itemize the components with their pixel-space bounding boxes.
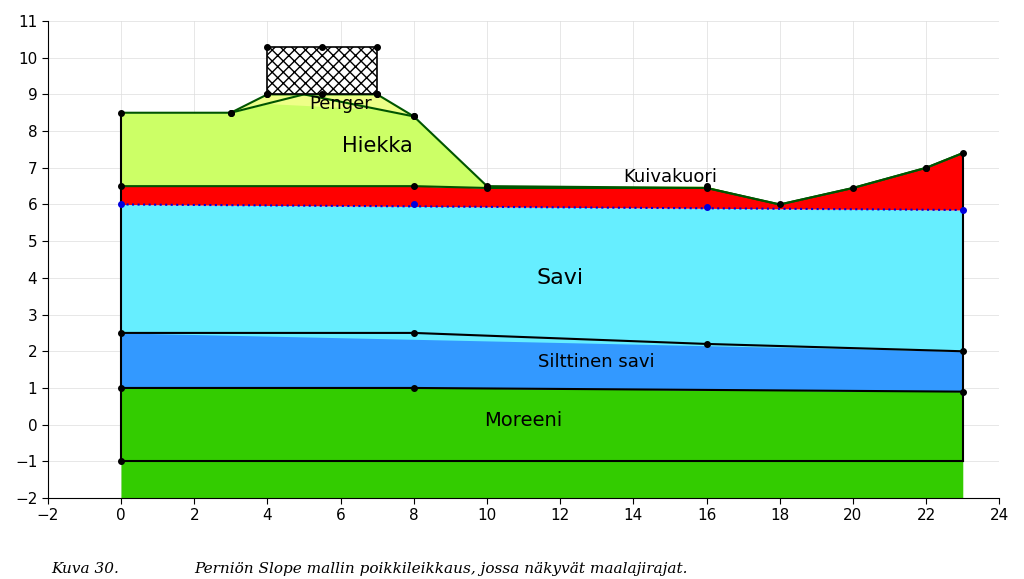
- Text: Perniön Slope mallin poikkileikkaus, jossa näkyvät maalajirajat.: Perniön Slope mallin poikkileikkaus, jos…: [195, 562, 688, 576]
- Text: Savi: Savi: [537, 268, 584, 288]
- Text: Kuva 30.: Kuva 30.: [51, 562, 119, 576]
- Text: Hiekka: Hiekka: [342, 135, 413, 156]
- Text: Penger: Penger: [309, 94, 372, 112]
- Text: Kuivakuori: Kuivakuori: [623, 168, 717, 186]
- Text: Moreeni: Moreeni: [484, 412, 563, 431]
- Bar: [267, 47, 377, 94]
- Text: Silttinen savi: Silttinen savi: [539, 353, 655, 371]
